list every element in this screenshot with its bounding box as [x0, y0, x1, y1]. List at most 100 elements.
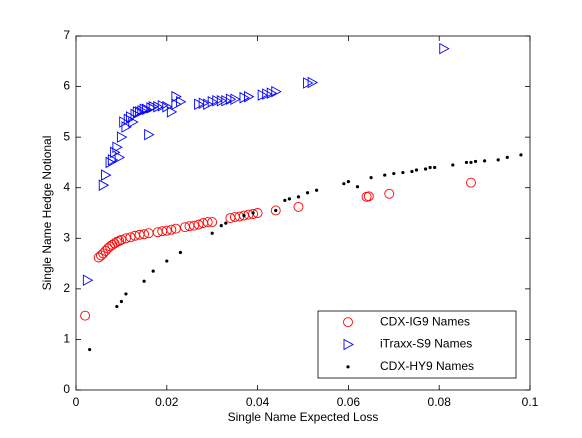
point	[414, 168, 419, 172]
point	[202, 217, 213, 228]
legend-marker	[343, 338, 354, 351]
point	[505, 155, 509, 159]
point	[125, 232, 136, 243]
point	[114, 235, 125, 246]
point	[189, 220, 199, 231]
point	[296, 195, 301, 199]
point	[369, 176, 373, 180]
point	[466, 177, 476, 188]
point	[271, 85, 282, 98]
point	[142, 279, 146, 283]
point	[144, 128, 155, 141]
point	[315, 188, 319, 192]
point	[139, 103, 151, 116]
point	[105, 156, 116, 169]
y-tick-label: 7	[63, 28, 70, 42]
x-tick-label: 0.08	[428, 395, 452, 409]
legend-label: CDX-IG9 Names	[380, 314, 470, 328]
point	[270, 205, 281, 216]
x-axis-label: Single Name Expected Loss	[228, 410, 379, 424]
x-tick-label: 0.1	[522, 395, 539, 409]
y-tick-label: 0	[63, 382, 70, 396]
point	[219, 224, 223, 228]
point	[307, 76, 319, 89]
point	[111, 236, 122, 247]
point	[496, 158, 500, 162]
legend-marker	[343, 317, 353, 328]
point	[483, 159, 487, 163]
point	[244, 90, 255, 103]
point	[166, 224, 177, 235]
point	[287, 197, 291, 201]
point	[124, 292, 128, 296]
point	[175, 95, 187, 108]
point	[346, 180, 350, 184]
point	[363, 191, 374, 202]
point	[464, 160, 469, 165]
point	[116, 234, 127, 245]
point	[151, 269, 155, 273]
point	[305, 191, 310, 195]
y-tick-label: 4	[63, 180, 70, 194]
point	[139, 229, 150, 240]
point	[392, 171, 396, 176]
y-tick-label: 6	[63, 79, 70, 93]
point	[293, 201, 304, 212]
point	[88, 347, 92, 352]
point	[128, 116, 139, 128]
point	[114, 151, 126, 164]
point	[98, 179, 110, 191]
point	[433, 165, 437, 170]
point	[210, 231, 214, 235]
point	[101, 169, 112, 181]
point	[161, 225, 172, 236]
point	[401, 170, 405, 175]
point	[165, 259, 169, 263]
y-tick-label: 2	[63, 281, 70, 295]
x-tick-label: 0.02	[155, 395, 179, 409]
legend-box	[317, 310, 517, 379]
point	[224, 221, 228, 225]
point	[207, 217, 218, 228]
point	[469, 160, 473, 165]
point	[251, 211, 255, 215]
point	[178, 250, 183, 255]
point	[355, 185, 360, 189]
point	[384, 188, 395, 199]
point	[242, 213, 246, 218]
point	[116, 131, 128, 143]
point	[82, 274, 94, 287]
x-tick-label: 0.06	[337, 395, 361, 409]
point	[193, 219, 204, 230]
y-tick-label: 1	[63, 332, 70, 346]
x-tick-label: 0.04	[246, 395, 270, 409]
point	[230, 93, 241, 105]
point	[428, 165, 432, 170]
point	[120, 233, 131, 244]
point	[342, 182, 346, 186]
point	[248, 209, 259, 219]
legend-label: iTraxx-S9 Names	[380, 337, 472, 351]
point	[107, 154, 119, 166]
point	[519, 153, 523, 157]
point	[473, 159, 478, 164]
point	[112, 141, 123, 154]
point	[80, 310, 91, 321]
point	[274, 208, 278, 213]
legend-label: CDX-HY9 Names	[380, 359, 474, 373]
point	[451, 163, 455, 167]
y-tick-label: 5	[63, 129, 70, 143]
point	[283, 198, 287, 202]
y-axis-label: Single Name Hedge Notional	[40, 136, 54, 291]
point	[115, 304, 119, 309]
point	[410, 169, 414, 174]
point	[383, 173, 387, 177]
x-tick-label: 0	[73, 395, 80, 409]
point	[423, 167, 428, 171]
point	[119, 299, 123, 304]
y-tick-label: 3	[63, 230, 70, 244]
point	[439, 42, 450, 55]
legend-marker	[346, 365, 350, 369]
point	[121, 121, 132, 133]
